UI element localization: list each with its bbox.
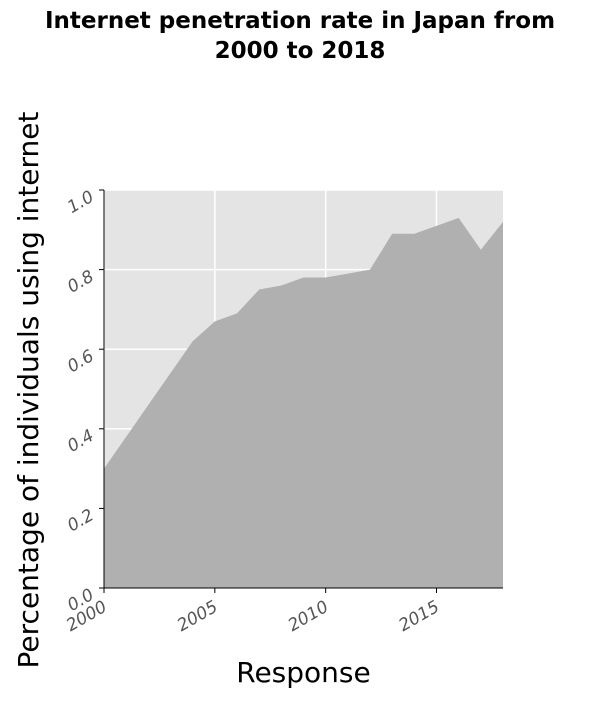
y-tick-label: 0.4 xyxy=(64,426,97,457)
chart-title-line-2: 2000 to 2018 xyxy=(214,38,386,64)
chart-title-line-1: Internet penetration rate in Japan from xyxy=(44,8,556,34)
chart-title: Internet penetration rate in Japan from … xyxy=(0,6,600,66)
x-axis-title: Response xyxy=(236,656,370,689)
y-axis-ticks: 0.00.20.40.60.81.0 xyxy=(64,187,104,616)
x-tick-label: 2005 xyxy=(174,597,221,636)
y-axis-title: Percentage of individuals using internet xyxy=(12,112,45,669)
x-tick-label: 2010 xyxy=(285,597,332,636)
x-axis-ticks: 2000 2005 2010 2015 xyxy=(63,588,443,636)
x-tick-label: 2015 xyxy=(396,597,443,636)
y-tick-label: 0.2 xyxy=(64,505,97,536)
y-tick-label: 1.0 xyxy=(64,187,97,218)
y-tick-label: 0.6 xyxy=(64,346,98,377)
y-tick-label: 0.8 xyxy=(64,267,98,298)
area-series xyxy=(104,217,503,589)
